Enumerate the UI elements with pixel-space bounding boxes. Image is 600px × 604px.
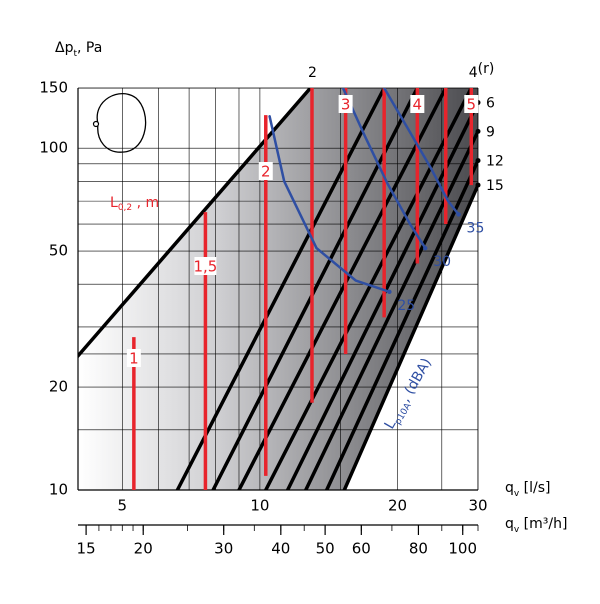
throw-label-box	[410, 95, 425, 113]
noise-curve	[268, 115, 391, 294]
damper-line	[237, 88, 448, 490]
damper-line	[264, 88, 474, 490]
x-axis-title-m3h: qv [m³/h]	[505, 516, 567, 535]
throw-label-box	[464, 95, 479, 113]
x2-tick-label-m3h: 30	[214, 540, 233, 558]
x2-tick-label-m3h: 60	[352, 540, 371, 558]
damper-end-dot	[475, 182, 481, 188]
damper-label: 12	[486, 154, 504, 170]
throw-line-label: 3	[341, 96, 351, 114]
damper-end-dot	[475, 128, 481, 134]
y-tick-label: 10	[49, 481, 68, 499]
noise-curve	[382, 88, 460, 216]
noise-curve-label: 30	[433, 254, 451, 270]
throw-label-box	[126, 349, 141, 367]
noise-axis-label-tail: , (dBA)	[397, 356, 435, 405]
x2-tick-label-m3h: 15	[77, 540, 96, 558]
x-title-ls-main: q	[505, 480, 514, 496]
x-axis-title-ls: qv [l/s]	[505, 480, 551, 499]
y-axis-title-tail: , Pa	[77, 40, 102, 56]
throw-line-label: 4	[413, 96, 423, 114]
throw-line-label: 1,5	[193, 258, 217, 276]
throw-label-box	[258, 162, 273, 180]
noise-curve-end	[387, 289, 392, 295]
y-tick-label: 50	[49, 242, 68, 260]
x-title-m3h-sub: v	[514, 525, 520, 535]
throw-label-box	[338, 95, 353, 113]
throw-label-box	[194, 257, 217, 275]
damper-label: 6	[486, 96, 495, 112]
x-tick-label-ls: 20	[388, 497, 407, 515]
damper-label: 9	[486, 124, 495, 140]
throw-line-label: 5	[466, 96, 476, 114]
throw-axis-label: L0,2 , m	[110, 195, 159, 213]
damper-label: 2	[308, 65, 317, 81]
damper-line	[324, 158, 478, 490]
x2-tick-label-m3h: 40	[271, 540, 290, 558]
noise-curve-label: 25	[397, 298, 415, 314]
damper-line	[175, 88, 386, 490]
throw-line-label: 2	[261, 163, 271, 181]
y-axis-title-main: Δp	[55, 40, 74, 56]
x2-tick-label-m3h: 50	[316, 540, 335, 558]
throw-axis-label-main: L	[110, 195, 118, 211]
damper-label: 4	[469, 65, 478, 81]
damper-line	[304, 129, 478, 490]
throw-line-label: 1	[129, 350, 139, 368]
damper-line	[342, 183, 478, 490]
x-title-ls-sub: v	[514, 489, 520, 499]
diffuser-pictogram-icon	[92, 93, 147, 153]
x-tick-label-ls: 10	[250, 497, 269, 515]
noise-curve-end	[423, 245, 428, 251]
r-unit-label: (r)	[478, 61, 495, 77]
x-title-m3h-tail: [m³/h]	[519, 516, 567, 532]
x-title-ls-tail: [l/s]	[519, 480, 550, 496]
y-tick-label: 100	[39, 139, 68, 157]
noise-curve	[341, 88, 427, 250]
x-tick-label-ls: 30	[468, 497, 487, 515]
y-tick-label: 150	[39, 79, 68, 97]
throw-axis-label-tail: , m	[132, 195, 159, 211]
x-tick-label-ls: 5	[118, 497, 128, 515]
x2-tick-label-m3h: 20	[134, 540, 153, 558]
y-axis-title: Δpt, Pa	[55, 40, 102, 59]
throw-axis-label-sub: 0,2	[118, 203, 132, 213]
x2-tick-label-m3h: 100	[448, 540, 477, 558]
x2-tick-label-m3h: 80	[409, 540, 428, 558]
operating-region	[78, 88, 478, 490]
damper-label: 15	[486, 178, 504, 194]
y-axis-title-sub: t	[73, 49, 77, 59]
y-tick-label: 20	[49, 378, 68, 396]
noise-curve-label: 35	[467, 220, 485, 236]
damper-end-dot	[475, 158, 481, 164]
noise-curve-end	[456, 212, 461, 217]
x-title-m3h-main: q	[505, 516, 514, 532]
